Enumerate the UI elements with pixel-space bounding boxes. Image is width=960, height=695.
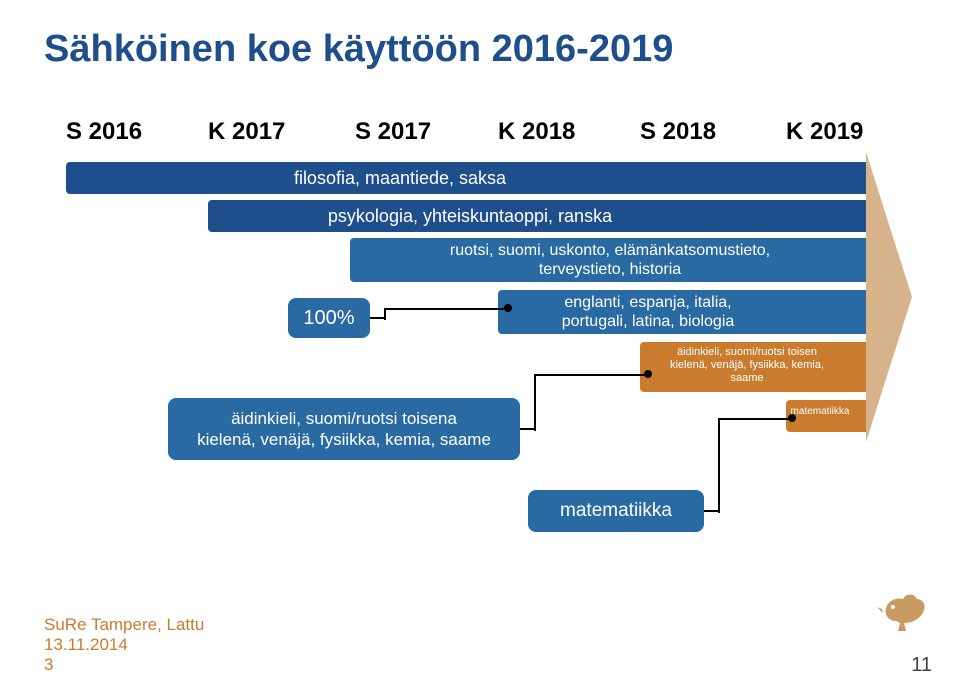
callout-leader — [704, 510, 720, 512]
callout-badge: äidinkieli, suomi/ruotsi toisenakielenä,… — [168, 398, 520, 460]
callout-leader — [384, 308, 510, 320]
callout-leader-dot — [788, 414, 796, 422]
timeline-bar-label: matematiikka — [670, 406, 960, 418]
callout-leader-dot — [504, 304, 512, 312]
callout-leader — [718, 418, 794, 513]
callout-badge: 100% — [288, 298, 370, 338]
footer-line1: SuRe Tampere, Lattu — [44, 615, 204, 635]
page-number: 11 — [911, 654, 932, 677]
callout-leader-dot — [644, 370, 652, 378]
timeline-label: S 2017 — [355, 118, 431, 146]
footer-line2: 13.11.2014 — [44, 635, 204, 655]
timeline-bar-label: psykologia, yhteiskuntaoppi, ranska — [320, 206, 620, 228]
timeline-label: K 2018 — [498, 118, 575, 146]
timeline-label: S 2016 — [66, 118, 142, 146]
callout-leader — [534, 374, 650, 431]
page-title: Sähköinen koe käyttöön 2016-2019 — [44, 28, 673, 71]
callout-leader — [370, 317, 386, 319]
timeline-arrowhead — [866, 152, 912, 442]
timeline-bar-label: äidinkieli, suomi/ruotsi toisenkielenä, … — [632, 346, 862, 386]
timeline-bar-label: englanti, espanja, italia,portugali, lat… — [478, 293, 818, 331]
footer-line3: 3 — [44, 655, 204, 675]
timeline-label: S 2018 — [640, 118, 716, 146]
callout-badge: matematiikka — [528, 490, 704, 532]
timeline-bar-label: filosofia, maantiede, saksa — [250, 168, 550, 190]
timeline-label: K 2019 — [786, 118, 863, 146]
timeline-label: K 2017 — [208, 118, 285, 146]
bird-icon — [876, 587, 930, 640]
timeline-bar-label: ruotsi, suomi, uskonto, elämänkatsomusti… — [440, 241, 780, 279]
callout-leader — [520, 428, 536, 430]
footer: SuRe Tampere, Lattu 13.11.2014 3 — [44, 615, 204, 675]
